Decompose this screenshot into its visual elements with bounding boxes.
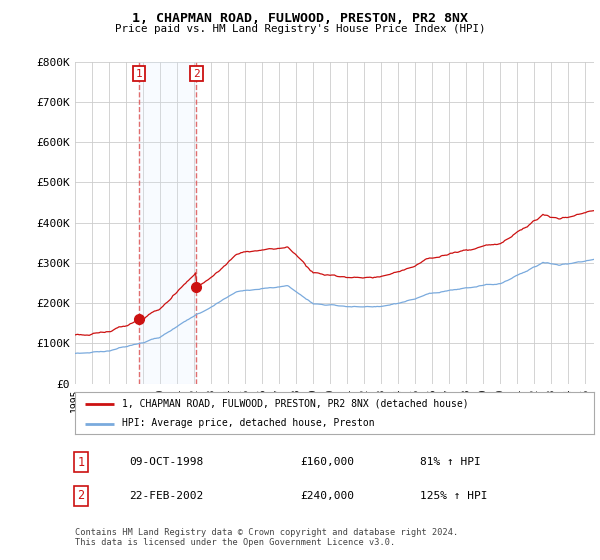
Text: 2: 2	[77, 489, 85, 502]
Text: 1: 1	[136, 69, 143, 78]
Text: 2: 2	[193, 69, 200, 78]
Text: 1, CHAPMAN ROAD, FULWOOD, PRESTON, PR2 8NX: 1, CHAPMAN ROAD, FULWOOD, PRESTON, PR2 8…	[132, 12, 468, 25]
Text: 1: 1	[77, 455, 85, 469]
Text: Contains HM Land Registry data © Crown copyright and database right 2024.
This d: Contains HM Land Registry data © Crown c…	[75, 528, 458, 547]
Text: 1, CHAPMAN ROAD, FULWOOD, PRESTON, PR2 8NX (detached house): 1, CHAPMAN ROAD, FULWOOD, PRESTON, PR2 8…	[122, 399, 469, 409]
Text: 09-OCT-1998: 09-OCT-1998	[129, 457, 203, 467]
Text: 81% ↑ HPI: 81% ↑ HPI	[420, 457, 481, 467]
Text: Price paid vs. HM Land Registry's House Price Index (HPI): Price paid vs. HM Land Registry's House …	[115, 24, 485, 34]
Text: HPI: Average price, detached house, Preston: HPI: Average price, detached house, Pres…	[122, 418, 374, 428]
Text: £240,000: £240,000	[300, 491, 354, 501]
Text: £160,000: £160,000	[300, 457, 354, 467]
Text: 22-FEB-2002: 22-FEB-2002	[129, 491, 203, 501]
Text: 125% ↑ HPI: 125% ↑ HPI	[420, 491, 487, 501]
Bar	[139, 62, 196, 384]
